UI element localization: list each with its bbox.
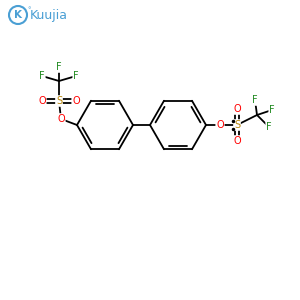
Text: O: O bbox=[233, 104, 241, 114]
Text: O: O bbox=[72, 96, 80, 106]
Text: F: F bbox=[73, 71, 79, 81]
Text: F: F bbox=[266, 122, 272, 132]
Text: O: O bbox=[233, 136, 241, 146]
Text: Kuujia: Kuujia bbox=[30, 8, 68, 22]
Text: O: O bbox=[38, 96, 46, 106]
Text: F: F bbox=[269, 105, 275, 115]
Text: O: O bbox=[57, 114, 65, 124]
Text: °: ° bbox=[28, 7, 31, 13]
Text: K: K bbox=[14, 10, 22, 20]
Text: F: F bbox=[39, 71, 45, 81]
Text: S: S bbox=[234, 120, 240, 130]
Text: F: F bbox=[56, 62, 62, 72]
Text: S: S bbox=[56, 96, 62, 106]
Text: F: F bbox=[252, 95, 258, 105]
Text: O: O bbox=[216, 120, 224, 130]
